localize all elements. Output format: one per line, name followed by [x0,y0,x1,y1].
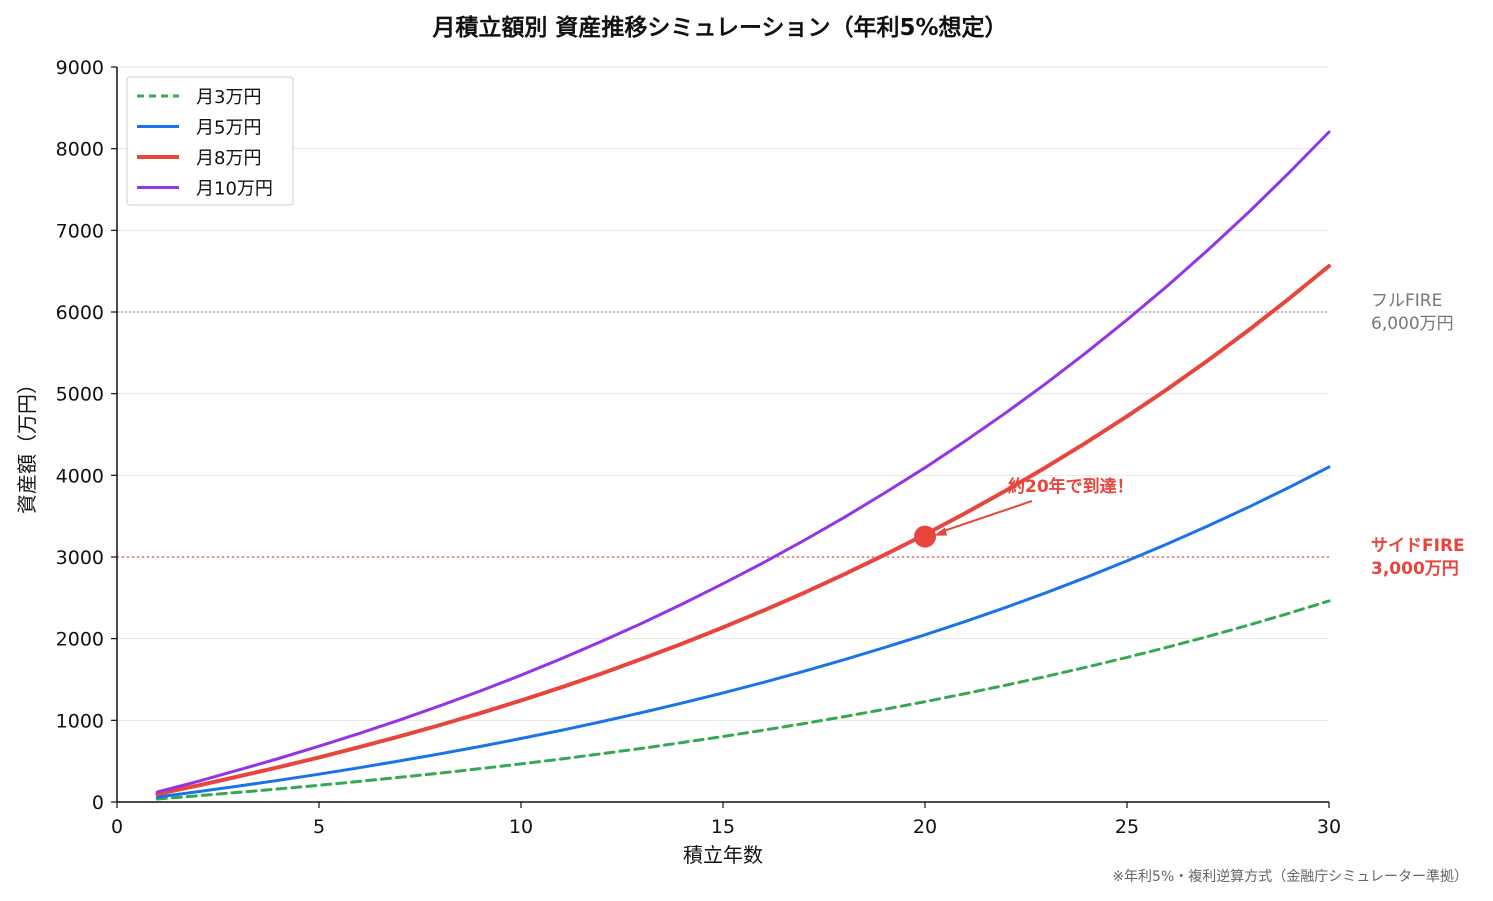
y-axis-ticks: 0 1000 2000 3000 4000 5000 6000 7000 8000 9000 [56,57,117,814]
x-tick-label: 10 [509,816,533,838]
series-line [155,599,1331,801]
y-tick-label: 0 [92,792,104,814]
x-tick-label: 30 [1317,816,1341,838]
x-axis-ticks: 0 5 10 15 20 25 30 [111,802,1341,838]
x-tick-label: 15 [711,816,735,838]
annotation-text: 約20年で到達！ [1008,476,1134,497]
footnote: ※年利5%・複利逆算方式（金融庁シミュレーター準拠） [1112,868,1468,885]
y-tick-label: 1000 [56,710,104,732]
y-tick-label: 6000 [56,302,104,324]
y-tick-label: 5000 [56,384,104,406]
y-tick-label: 2000 [56,629,104,651]
series-lines [155,130,1331,801]
y-tick-label: 7000 [56,220,104,242]
legend-label: 月5万円 [196,118,261,139]
chart-title: 月積立額別 資産推移シミュレーション（年利5%想定） [431,14,1007,41]
x-axis-label: 積立年数 [683,843,763,867]
x-tick-label: 0 [111,816,123,838]
annotation-arrowhead [934,527,947,536]
y-tick-label: 3000 [56,547,104,569]
annotation-marker [914,525,936,548]
legend-label: 月10万円 [196,179,273,200]
y-tick-label: 4000 [56,465,104,487]
annotation-arrow [938,500,1033,534]
x-tick-label: 25 [1115,816,1139,838]
legend-label: 月8万円 [196,148,261,169]
reference-label: サイドFIRE [1371,536,1465,556]
y-axis-label: 資産額（万円） [15,374,39,514]
series-line [155,264,1331,796]
x-tick-label: 20 [913,816,937,838]
series-line [155,130,1331,794]
reference-label: フルFIRE [1371,291,1442,311]
x-tick-label: 5 [313,816,325,838]
y-tick-label: 9000 [56,57,104,79]
series-line [155,465,1331,799]
legend-box [126,76,294,206]
legend-label: 月3万円 [196,87,261,108]
reference-label: 6,000万円 [1371,314,1454,334]
reference-label: 3,000万円 [1371,559,1459,579]
y-tick-label: 8000 [56,139,104,161]
grid-lines [117,66,1329,721]
annotation: 約20年で到達！ [914,476,1134,548]
